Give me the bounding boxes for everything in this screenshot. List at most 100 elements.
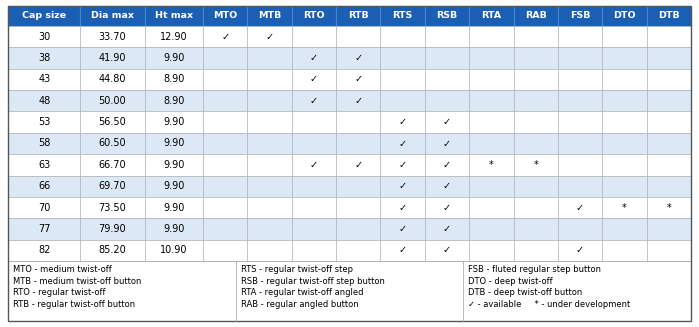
Bar	[291, 69, 336, 90]
Bar	[291, 154, 336, 176]
Bar	[380, 47, 425, 69]
Text: 41.90: 41.90	[99, 53, 127, 63]
Text: *: *	[533, 160, 538, 170]
Bar	[558, 47, 603, 69]
Bar	[380, 69, 425, 90]
Bar	[145, 26, 203, 47]
Bar	[558, 6, 603, 26]
Text: FSB: FSB	[570, 11, 590, 21]
Text: *: *	[666, 203, 671, 213]
Bar	[8, 26, 80, 47]
Text: MTB: MTB	[258, 11, 281, 21]
Bar	[603, 218, 647, 240]
Bar	[8, 133, 80, 154]
Bar	[380, 218, 425, 240]
Bar	[8, 176, 80, 197]
Bar	[380, 197, 425, 218]
Text: RSB: RSB	[436, 11, 458, 21]
Text: ✓: ✓	[310, 160, 318, 170]
Bar	[247, 240, 291, 261]
Text: 9.90: 9.90	[163, 139, 185, 148]
Bar	[336, 69, 380, 90]
Bar	[603, 176, 647, 197]
Text: 66.70: 66.70	[99, 160, 127, 170]
Bar	[425, 47, 469, 69]
Text: ✓: ✓	[310, 75, 318, 84]
Text: RTS - regular twist-off step: RTS - regular twist-off step	[240, 265, 353, 274]
Bar	[514, 47, 558, 69]
Bar	[203, 69, 247, 90]
Text: 53: 53	[38, 117, 50, 127]
Bar	[558, 176, 603, 197]
Text: ✓: ✓	[398, 117, 407, 127]
Bar	[558, 154, 603, 176]
Text: ✓: ✓	[398, 181, 407, 191]
Bar	[558, 112, 603, 133]
Bar	[425, 112, 469, 133]
Bar	[8, 197, 80, 218]
Text: 50.00: 50.00	[99, 96, 127, 106]
Text: Ht max: Ht max	[154, 11, 193, 21]
Bar	[80, 197, 145, 218]
Bar	[558, 90, 603, 112]
Bar	[145, 112, 203, 133]
Bar	[291, 197, 336, 218]
Text: 56.50: 56.50	[99, 117, 127, 127]
Bar	[558, 197, 603, 218]
Bar	[603, 47, 647, 69]
Bar	[514, 112, 558, 133]
Bar	[469, 26, 514, 47]
Bar	[80, 26, 145, 47]
Text: RTB: RTB	[348, 11, 368, 21]
Bar	[425, 6, 469, 26]
Bar	[425, 197, 469, 218]
Text: 77: 77	[38, 224, 50, 234]
Bar	[145, 218, 203, 240]
Bar	[469, 90, 514, 112]
Text: 9.90: 9.90	[163, 181, 185, 191]
Bar	[469, 240, 514, 261]
Text: ✓: ✓	[266, 32, 273, 42]
Bar	[145, 6, 203, 26]
Bar	[647, 176, 691, 197]
Text: 82: 82	[38, 245, 50, 255]
Bar	[469, 133, 514, 154]
Text: DTB - deep twist-off button: DTB - deep twist-off button	[468, 288, 582, 297]
Bar	[514, 154, 558, 176]
Bar	[469, 154, 514, 176]
Bar	[247, 69, 291, 90]
Bar	[291, 112, 336, 133]
Bar	[291, 90, 336, 112]
Text: ✓: ✓	[310, 53, 318, 63]
Text: RAB - regular angled button: RAB - regular angled button	[240, 300, 359, 309]
Bar	[514, 197, 558, 218]
Bar	[203, 176, 247, 197]
Text: 44.80: 44.80	[99, 75, 127, 84]
Bar	[203, 6, 247, 26]
Bar	[469, 176, 514, 197]
Bar	[80, 218, 145, 240]
Text: 8.90: 8.90	[163, 75, 185, 84]
Bar	[203, 218, 247, 240]
Bar	[145, 176, 203, 197]
Text: ✓: ✓	[398, 245, 407, 255]
Text: ✓: ✓	[398, 139, 407, 148]
Bar	[8, 154, 80, 176]
Bar	[336, 176, 380, 197]
Text: ✓: ✓	[443, 224, 451, 234]
Bar	[425, 176, 469, 197]
Bar	[203, 240, 247, 261]
Text: ✓: ✓	[354, 160, 362, 170]
Bar	[425, 154, 469, 176]
Bar	[247, 154, 291, 176]
Bar	[514, 6, 558, 26]
Bar	[514, 240, 558, 261]
Text: Dia max: Dia max	[91, 11, 134, 21]
Bar	[291, 6, 336, 26]
Bar	[469, 218, 514, 240]
Text: ✓: ✓	[443, 245, 451, 255]
Bar	[647, 154, 691, 176]
Bar	[647, 112, 691, 133]
Bar	[145, 69, 203, 90]
Bar	[380, 90, 425, 112]
